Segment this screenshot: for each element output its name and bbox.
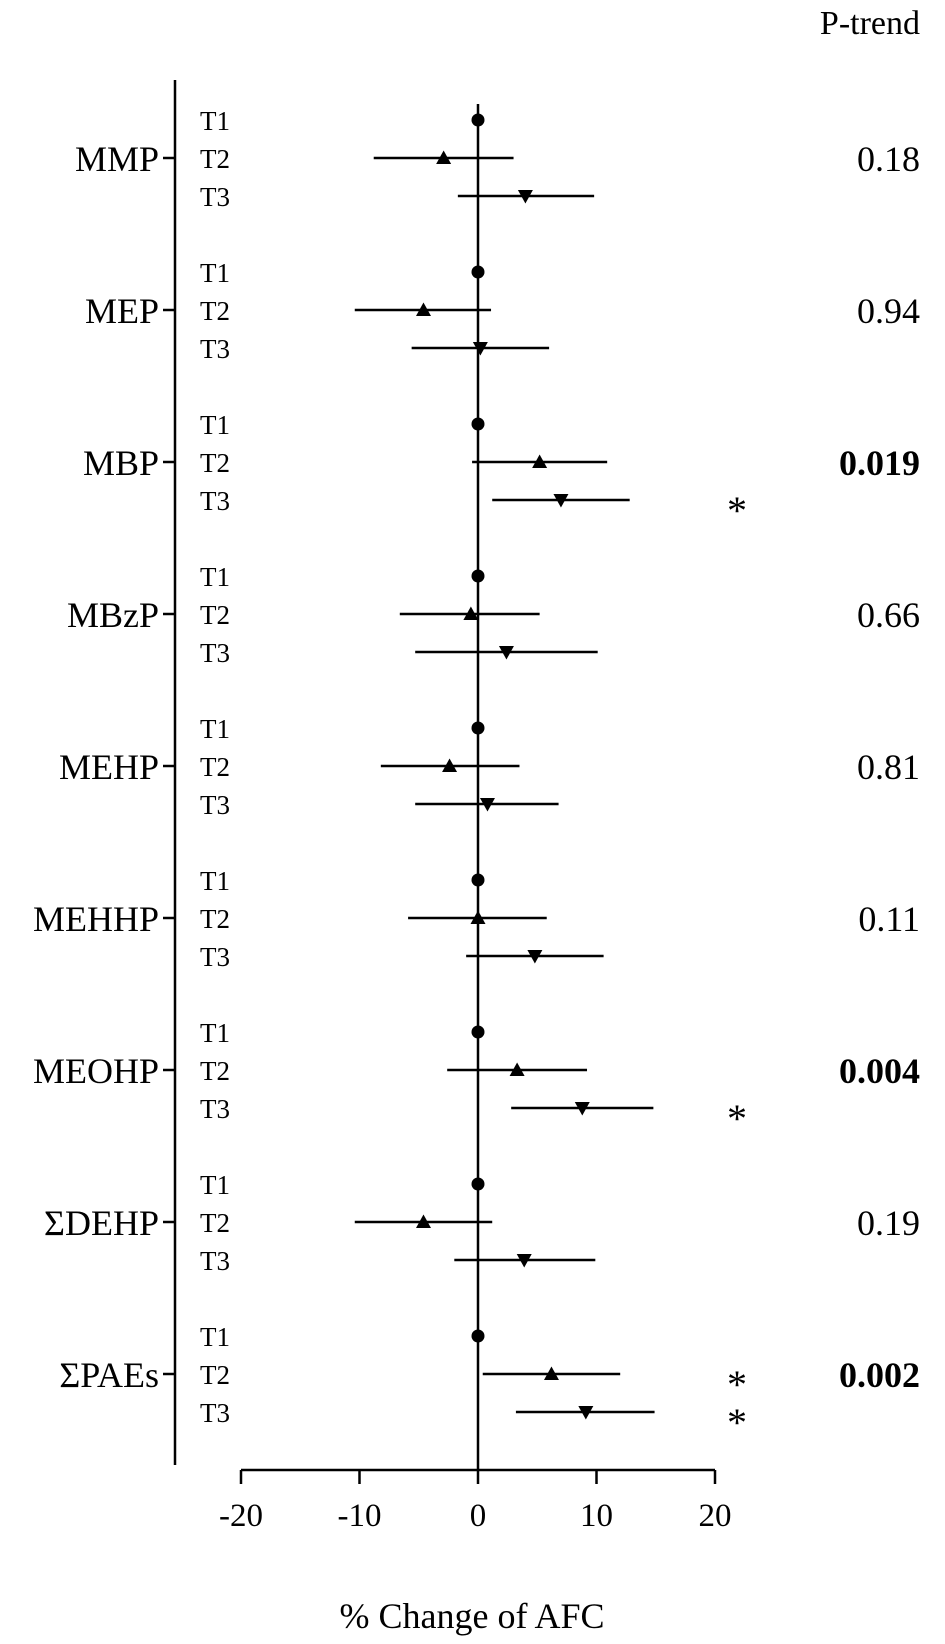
x-tick-label: 10 — [580, 1498, 613, 1534]
x-axis-title: % Change of AFC — [340, 1596, 605, 1636]
tertile-label: T3 — [200, 334, 230, 364]
tertile-label: T3 — [200, 1398, 230, 1428]
point-marker-circle — [471, 721, 485, 735]
p-trend-value: 0.11 — [858, 899, 920, 939]
analyte-label: MEHHP — [33, 899, 159, 939]
tertile-label: T2 — [200, 904, 230, 934]
point-marker-circle — [471, 1025, 485, 1039]
tertile-label: T3 — [200, 638, 230, 668]
tertile-label: T2 — [200, 296, 230, 326]
point-marker-triangle-down — [574, 1102, 590, 1116]
x-tick-label: -10 — [338, 1498, 382, 1534]
point-marker-circle — [471, 569, 485, 583]
x-tick-label: 20 — [699, 1498, 732, 1534]
point-marker-triangle-up — [509, 1062, 525, 1076]
tertile-label: T1 — [200, 1322, 230, 1352]
analyte-label: ΣDEHP — [44, 1203, 159, 1243]
tertile-label: T1 — [200, 866, 230, 896]
point-marker-triangle-down — [578, 1406, 594, 1420]
tertile-label: T2 — [200, 600, 230, 630]
tertile-label: T2 — [200, 1056, 230, 1086]
analyte-label: MEOHP — [33, 1051, 159, 1091]
tertile-label: T1 — [200, 106, 230, 136]
significance-star: * — [727, 488, 747, 533]
point-marker-triangle-down — [553, 494, 569, 508]
analyte-label: MBP — [83, 443, 159, 483]
x-tick-label: 0 — [470, 1498, 487, 1534]
tertile-label: T3 — [200, 486, 230, 516]
point-marker-triangle-down — [498, 646, 514, 660]
p-trend-value: 0.66 — [857, 595, 920, 635]
point-marker-triangle-up — [415, 302, 431, 316]
p-trend-header: P-trend — [820, 5, 920, 42]
tertile-label: T2 — [200, 1360, 230, 1390]
point-marker-triangle-down — [479, 798, 495, 812]
point-marker-triangle-up — [442, 758, 458, 772]
tertile-label: T1 — [200, 258, 230, 288]
point-marker-triangle-up — [532, 454, 548, 468]
point-marker-triangle-down — [472, 342, 488, 356]
tertile-label: T2 — [200, 144, 230, 174]
point-marker-triangle-down — [516, 1254, 532, 1268]
tertile-label: T2 — [200, 752, 230, 782]
analyte-label: MEP — [85, 291, 159, 331]
point-marker-circle — [471, 1177, 485, 1191]
point-marker-triangle-up — [470, 910, 486, 924]
p-trend-value: 0.18 — [857, 139, 920, 179]
point-marker-triangle-up — [415, 1214, 431, 1228]
point-marker-triangle-down — [527, 950, 543, 964]
tertile-label: T3 — [200, 942, 230, 972]
analyte-label: MEHP — [59, 747, 159, 787]
point-marker-triangle-up — [543, 1366, 559, 1380]
significance-star: * — [727, 1362, 747, 1407]
tertile-label: T1 — [200, 1170, 230, 1200]
tertile-label: T1 — [200, 562, 230, 592]
p-trend-value: 0.81 — [857, 747, 920, 787]
tertile-label: T3 — [200, 182, 230, 212]
p-trend-value: 0.94 — [857, 291, 920, 331]
point-marker-circle — [471, 873, 485, 887]
analyte-label: MBzP — [67, 595, 159, 635]
point-marker-triangle-up — [436, 150, 452, 164]
point-marker-triangle-up — [463, 606, 479, 620]
analyte-label: MMP — [75, 139, 159, 179]
point-marker-circle — [471, 265, 485, 279]
point-marker-triangle-down — [517, 190, 533, 204]
tertile-label: T3 — [200, 1246, 230, 1276]
tertile-label: T2 — [200, 1208, 230, 1238]
p-trend-value: 0.004 — [839, 1051, 920, 1091]
p-trend-value: 0.19 — [857, 1203, 920, 1243]
point-marker-circle — [471, 113, 485, 127]
tertile-label: T1 — [200, 410, 230, 440]
point-marker-circle — [471, 417, 485, 431]
tertile-label: T3 — [200, 790, 230, 820]
tertile-label: T2 — [200, 448, 230, 478]
p-trend-value: 0.019 — [839, 443, 920, 483]
point-marker-circle — [471, 1329, 485, 1343]
p-trend-value: 0.002 — [839, 1355, 920, 1395]
analyte-label: ΣPAEs — [59, 1355, 159, 1395]
tertile-label: T1 — [200, 1018, 230, 1048]
significance-star: * — [727, 1096, 747, 1141]
tertile-label: T1 — [200, 714, 230, 744]
significance-star: * — [727, 1400, 747, 1445]
x-tick-label: -20 — [219, 1498, 263, 1534]
tertile-label: T3 — [200, 1094, 230, 1124]
